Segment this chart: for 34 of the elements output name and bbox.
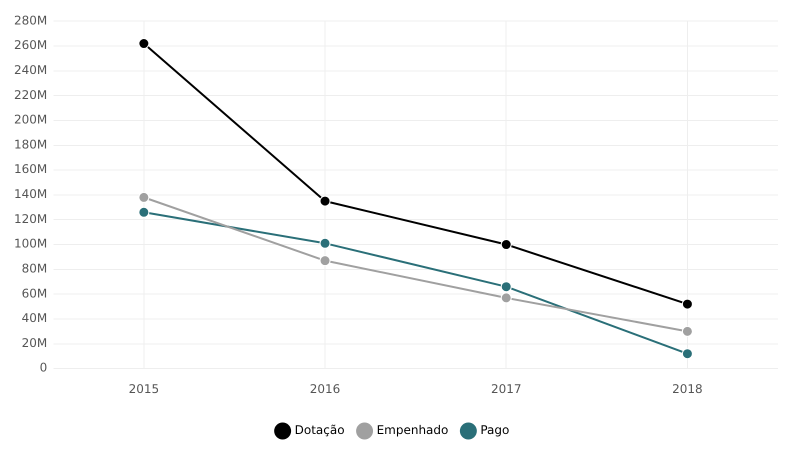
y-tick-label: 120M [14,212,48,226]
legend-label: Dotação [294,423,345,438]
y-tick-label: 220M [14,88,48,102]
legend-label: Empenhado [376,423,448,438]
y-tick-label: 80M [22,261,48,276]
x-tick-label: 2016 [310,382,340,396]
point [500,292,512,304]
y-tick-label: 60M [22,286,48,300]
point [500,281,512,292]
point [682,326,693,337]
y-tick-label: 0 [40,360,48,375]
y-tick-label: 100M [14,236,48,251]
point [320,238,331,249]
y-tick-label: 280M [14,13,48,28]
point [320,196,331,207]
point [138,192,150,203]
y-tick-label: 20M [22,336,48,350]
y-tick-label: 180M [14,137,48,152]
y-tick-label: 240M [14,62,48,77]
legend-label: Pago [480,423,510,438]
point [682,298,693,310]
y-tick-label: 160M [14,162,48,176]
y-tick-label: 260M [14,38,48,52]
point [682,348,693,360]
y-tick-label: 200M [14,112,48,127]
x-tick-label: 2017 [490,382,522,396]
y-tick-label: 40M [22,311,48,326]
y-tick-label: 140M [14,187,48,202]
x-tick-label: 2018 [672,382,703,396]
point [138,38,150,50]
point [138,206,150,218]
point [500,239,512,250]
x-tick-label: 2015 [128,382,160,396]
point [320,255,331,266]
